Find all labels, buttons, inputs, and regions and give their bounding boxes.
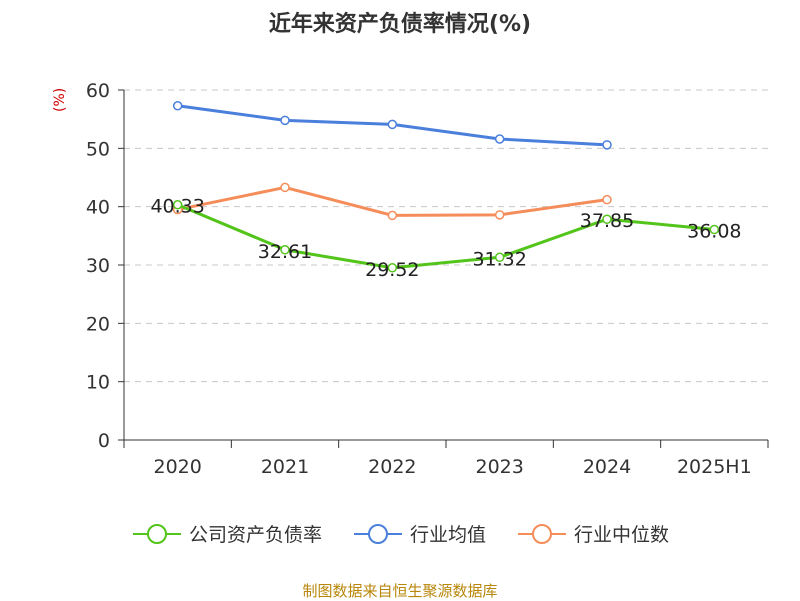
legend-label: 行业均值: [409, 524, 486, 546]
y-tick-label: 30: [86, 255, 110, 277]
data-point: [387, 263, 398, 273]
data-point: [602, 140, 612, 150]
data-label: 32.61: [258, 241, 312, 263]
legend-marker-icon: [132, 523, 181, 544]
x-tick-label: 2020: [153, 456, 201, 478]
data-point: [494, 134, 505, 144]
data-point: [172, 199, 183, 210]
data-label: 36.08: [687, 221, 741, 243]
legend-circle: [146, 523, 167, 544]
legend-marker-icon: [353, 523, 402, 544]
data-point: [602, 214, 612, 224]
data-label: 31.32: [472, 248, 526, 270]
y-axis-unit-label: (%): [52, 87, 68, 112]
data-label: 37.85: [580, 210, 634, 232]
legend-item[interactable]: 公司资产负债率: [131, 520, 322, 547]
data-point: [387, 119, 398, 130]
data-label: 29.52: [365, 259, 419, 281]
legend-label: 行业中位数: [574, 524, 670, 546]
x-tick-label: 2025H1: [677, 456, 752, 478]
data-point: [280, 115, 290, 126]
y-tick-label: 20: [86, 313, 110, 335]
data-label: 40.33: [150, 196, 204, 218]
data-point: [709, 224, 720, 235]
data-source-note: 制图数据来自恒生聚源数据库: [302, 582, 498, 600]
series-line: [177, 203, 715, 270]
y-tick-label: 40: [86, 197, 110, 219]
y-tick-label: 60: [86, 80, 110, 102]
x-tick-label: 2021: [261, 456, 309, 478]
x-tick-label: 2022: [368, 456, 416, 478]
data-point: [494, 252, 505, 263]
y-tick-label: 0: [98, 430, 110, 452]
y-tick-label: 50: [86, 138, 110, 160]
chart-legend: 公司资产负债率 行业均值 行业中位数: [0, 520, 800, 547]
x-tick-label: 2023: [475, 456, 523, 478]
legend-marker-icon: [518, 523, 566, 544]
x-tick-label: 2024: [583, 456, 631, 478]
data-point: [280, 245, 290, 255]
legend-item[interactable]: 行业中位数: [516, 520, 669, 547]
data-point: [387, 210, 398, 221]
legend-circle: [367, 523, 388, 544]
legend-label: 公司资产负债率: [188, 524, 322, 546]
legend-circle: [532, 523, 552, 544]
data-point: [172, 101, 183, 111]
data-point: [602, 194, 612, 205]
chart-title: 近年来资产负债率情况(%): [268, 12, 532, 37]
y-tick-label: 10: [86, 372, 110, 394]
data-point: [280, 182, 290, 193]
data-point: [494, 210, 505, 220]
legend-item[interactable]: 行业均值: [352, 520, 486, 547]
